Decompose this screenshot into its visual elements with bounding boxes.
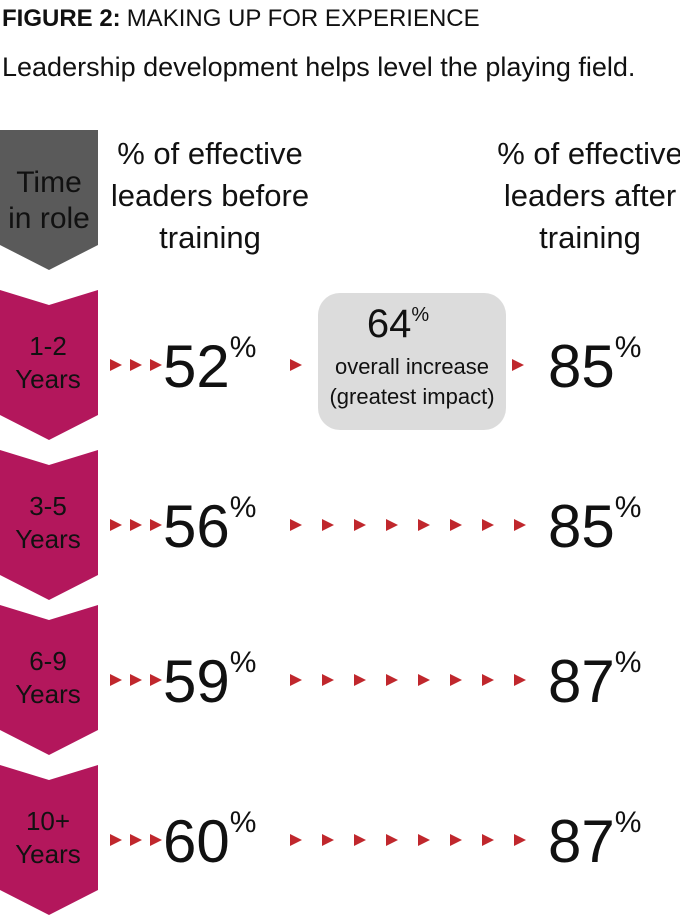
percentage: 56% [163, 491, 256, 560]
unit: % [230, 806, 257, 839]
unit: % [615, 491, 642, 524]
label-line: training [539, 220, 641, 255]
callout-number: 64% [367, 302, 430, 346]
arrow [354, 674, 366, 686]
arrow [482, 519, 494, 531]
arrow [110, 834, 122, 846]
callout-box [318, 293, 506, 430]
row-chevron [0, 290, 98, 440]
unit: % [230, 491, 257, 524]
number: 52 [163, 333, 230, 400]
figure-label: FIGURE 2: [2, 5, 121, 32]
arrow [418, 834, 430, 846]
arrow [290, 674, 302, 686]
arrow [482, 834, 494, 846]
unit: % [615, 646, 642, 679]
unit: % [411, 304, 429, 326]
arrow [386, 834, 398, 846]
arrow [150, 359, 162, 371]
arrow [418, 519, 430, 531]
label-line: in role [8, 202, 90, 235]
unit: % [615, 331, 642, 364]
unit: % [230, 646, 257, 679]
percentage: 85% [548, 491, 641, 560]
subtitle: Leadership development helps level the p… [2, 52, 635, 82]
arrow [150, 519, 162, 531]
arrow [514, 519, 526, 531]
arrow [514, 834, 526, 846]
number: 56 [163, 493, 230, 560]
header-chevron [0, 130, 98, 270]
label-line: Years [15, 839, 81, 869]
arrow [322, 674, 334, 686]
number: 87 [548, 648, 615, 715]
arrow [354, 519, 366, 531]
label-line: overall increase [335, 354, 489, 379]
row-chevron [0, 765, 98, 915]
number: 59 [163, 648, 230, 715]
percentage: 52% [163, 331, 256, 400]
label-line: training [159, 220, 261, 255]
row-chevron [0, 605, 98, 755]
percentage: 87% [548, 646, 641, 715]
arrow [150, 834, 162, 846]
arrow [418, 674, 430, 686]
title: FIGURE 2: MAKING UP FOR EXPERIENCE [2, 5, 480, 32]
label-line: 6-9 [29, 646, 67, 676]
arrow [322, 834, 334, 846]
arrow [514, 674, 526, 686]
label-line: leaders after [504, 178, 676, 213]
arrow [290, 834, 302, 846]
label-line: Years [15, 524, 81, 554]
label-line: 10+ [26, 806, 70, 836]
arrow [110, 519, 122, 531]
arrow [450, 674, 462, 686]
label-line: Years [15, 364, 81, 394]
unit: % [615, 806, 642, 839]
percentage: 59% [163, 646, 256, 715]
arrow [512, 359, 524, 371]
arrow [110, 674, 122, 686]
arrow [130, 834, 142, 846]
label-line: (greatest impact) [329, 384, 494, 409]
arrow [110, 359, 122, 371]
arrow [450, 834, 462, 846]
label-line: % of effective [497, 136, 680, 171]
number: 64 [367, 302, 412, 346]
percentage: 85% [548, 331, 641, 400]
label-line: 1-2 [29, 331, 67, 361]
label-line: Years [15, 679, 81, 709]
arrow [290, 359, 302, 371]
title-text: MAKING UP FOR EXPERIENCE [127, 5, 480, 32]
label-line: % of effective [117, 136, 303, 171]
arrow [150, 674, 162, 686]
label-line: leaders before [111, 178, 309, 213]
arrow [482, 674, 494, 686]
arrow [386, 674, 398, 686]
arrow [130, 519, 142, 531]
unit: % [230, 331, 257, 364]
number: 87 [548, 808, 615, 875]
label-line: Time [16, 166, 82, 199]
number: 85 [548, 493, 615, 560]
number: 85 [548, 333, 615, 400]
arrow [130, 674, 142, 686]
arrow [130, 359, 142, 371]
arrow [354, 834, 366, 846]
arrow [450, 519, 462, 531]
percentage: 60% [163, 806, 256, 875]
number: 60 [163, 808, 230, 875]
arrow [290, 519, 302, 531]
arrow [322, 519, 334, 531]
arrow [386, 519, 398, 531]
label-line: 3-5 [29, 491, 67, 521]
percentage: 87% [548, 806, 641, 875]
row-chevron [0, 450, 98, 600]
